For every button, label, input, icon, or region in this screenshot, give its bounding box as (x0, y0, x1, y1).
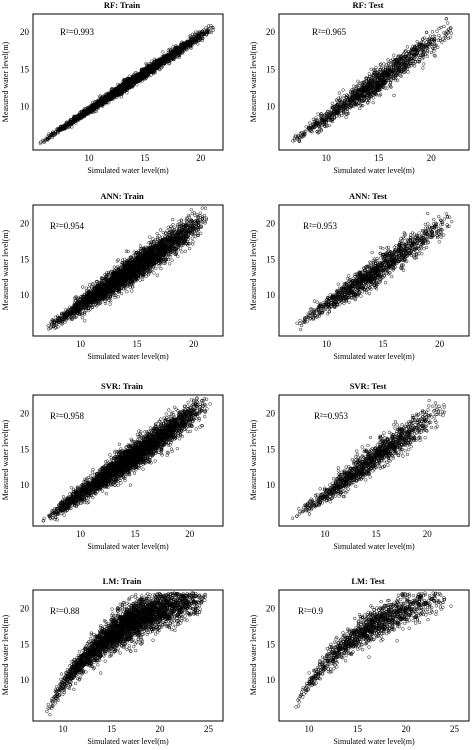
scatter-point (370, 68, 373, 71)
scatter-point (440, 26, 443, 29)
y-axis-label: Measured water level(m) (249, 41, 258, 122)
scatter-point (47, 324, 50, 327)
scatter-point (159, 229, 162, 232)
y-tick-label: 20 (266, 27, 276, 37)
scatter-point (317, 113, 320, 116)
scatter-point (399, 74, 402, 77)
panel-rf-train: RF: Train 10 15 20 10 15 20 Simulated wa… (1, 0, 223, 175)
scatter-point (422, 63, 425, 66)
scatter-point (292, 140, 295, 143)
y-tick-label: 10 (266, 102, 276, 112)
scatter-point (406, 46, 409, 49)
scatter-point (167, 226, 170, 229)
scatter-point (436, 30, 439, 33)
scatter-point (184, 250, 187, 253)
scatter-point (450, 32, 453, 35)
scatter-point (433, 54, 436, 57)
scatter-point (430, 51, 433, 54)
x-tick-label: 20 (427, 153, 437, 163)
scatter-point (372, 101, 375, 104)
scatter-point (431, 30, 434, 33)
scatter-point (139, 245, 142, 248)
scatter-point (368, 72, 371, 75)
scatter-point (156, 274, 159, 277)
y-tick-label: 20 (20, 27, 30, 37)
y-tick-label: 15 (266, 64, 276, 74)
scatter-point (342, 89, 345, 92)
scatter-point (434, 55, 437, 58)
scatter-point (390, 86, 393, 89)
scatter-point (205, 26, 208, 29)
scatter-point (416, 40, 419, 43)
scatter-point (358, 107, 361, 110)
scatter-point (393, 94, 396, 97)
scatter-point (357, 80, 360, 83)
scatter-point (387, 58, 390, 61)
scatter-point (379, 64, 382, 67)
scatter-point (372, 69, 375, 72)
x-tick-label: 20 (196, 153, 206, 163)
x-tick-label: 10 (322, 153, 332, 163)
scatter-point (338, 92, 341, 95)
scatter-point (392, 54, 395, 57)
scatter-point (446, 22, 449, 25)
r2-annotation: R²=0.993 (60, 27, 95, 37)
panel-title: ANN: Train (100, 191, 144, 201)
x-tick-label: 15 (140, 153, 150, 163)
y-axis-label: Measured water level(m) (1, 41, 10, 122)
y-tick-label: 10 (20, 102, 30, 112)
scatter-point (393, 77, 396, 80)
scatter-point (421, 67, 424, 70)
panel-title: RF: Test (353, 0, 384, 10)
scatter-points (39, 24, 215, 145)
scatter-point (438, 34, 441, 37)
panel-title: RF: Train (104, 0, 141, 10)
y-tick-label: 15 (20, 64, 30, 74)
scatter-point (147, 273, 150, 276)
scatter-point (352, 85, 355, 88)
scatter-point (438, 27, 441, 30)
scatter-point (400, 75, 403, 78)
scatter-point (372, 97, 375, 100)
x-axis-label: Simulated water level(m) (333, 166, 415, 175)
r2-annotation: R²=0.965 (312, 27, 347, 37)
scatter-point (162, 51, 165, 54)
scatter-point (331, 102, 334, 105)
x-axis-label: Simulated water level(m) (87, 166, 169, 175)
scatter-point (443, 25, 446, 28)
x-tick-label: 10 (85, 153, 95, 163)
x-tick-label: 15 (374, 153, 384, 163)
scatter-point (345, 116, 348, 119)
panel-ann-train: ANN: Train 10 15 10 15 20 20 Simulated w… (1, 191, 223, 361)
panel-rf-test: RF: Test 10 15 20 10 15 20 Simulated wat… (249, 0, 469, 175)
